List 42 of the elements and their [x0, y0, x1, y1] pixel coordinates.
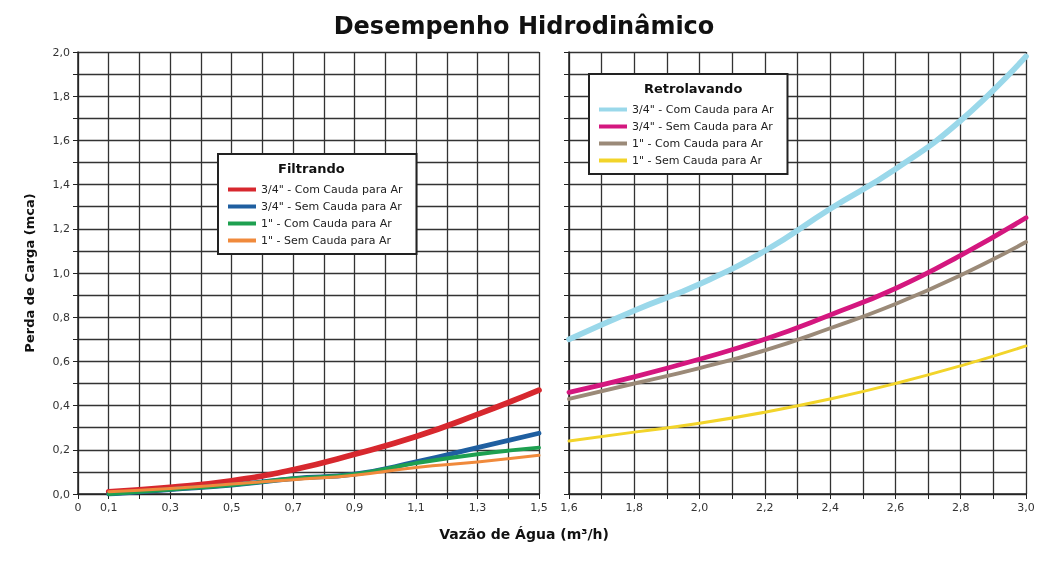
- x-tick-label: 2,8: [951, 501, 970, 514]
- x-tick-label: 0,7: [284, 501, 302, 514]
- y-tick-label: 1,8: [52, 89, 70, 103]
- x-tick-label: 0,9: [345, 501, 364, 514]
- y-tick-label: 1,4: [52, 178, 70, 192]
- legend-label: 3/4" - Com Cauda para Ar: [261, 183, 403, 196]
- legend-title: Retrolavando: [644, 81, 743, 96]
- x-tick-label: 2,4: [821, 501, 839, 514]
- x-axis-title: Vazão de Água (m³/h): [438, 526, 610, 542]
- x-tick-label: 1,6: [560, 501, 578, 514]
- line-series: [107, 453, 541, 494]
- legend-label: 3/4" - Com Cauda para Ar: [632, 103, 774, 116]
- legend-label: 3/4" - Sem Cauda para Ar: [632, 120, 774, 133]
- x-tick-label: 0: [74, 501, 82, 514]
- x-tick-label: 1,5: [530, 501, 548, 514]
- y-tick-label: 2,0: [52, 45, 70, 59]
- x-tick-label: 0,5: [222, 501, 241, 514]
- x-tick-label: 1,3: [468, 501, 487, 514]
- legend-label: 1" - Com Cauda para Ar: [261, 217, 393, 230]
- y-tick-label: 1,6: [52, 133, 70, 147]
- x-tick-label: 2,6: [886, 501, 905, 514]
- x-tick-label: 0,3: [161, 501, 179, 514]
- y-tick-label: 0,2: [52, 443, 70, 457]
- chart-title: Desempenho Hidrodinâmico: [332, 11, 716, 42]
- y-tick-label: 0,0: [52, 487, 70, 501]
- legend-label: 1" - Com Cauda para Ar: [632, 137, 764, 150]
- legend-title: Filtrando: [278, 161, 345, 176]
- y-tick-label: 0,6: [52, 354, 70, 368]
- x-tick-label: 2,0: [690, 501, 709, 514]
- y-tick-label: 1,0: [52, 266, 70, 280]
- x-tick-label: 2,2: [756, 501, 774, 514]
- y-axis-title: Perda de Carga (mca): [22, 193, 37, 353]
- x-tick-label: 1,1: [407, 501, 425, 514]
- x-tick-label: 0,1: [99, 501, 118, 514]
- y-tick-label: 1,2: [52, 222, 70, 236]
- x-tick-label: 1,8: [625, 501, 644, 514]
- y-tick-label: 0,8: [52, 310, 70, 324]
- y-tick-label: 0,4: [52, 399, 70, 413]
- x-tick-label: 3,0: [1017, 501, 1035, 514]
- legend-label: 3/4" - Sem Cauda para Ar: [261, 200, 403, 213]
- legend-label: 1" - Sem Cauda para Ar: [632, 154, 763, 167]
- legend-label: 1" - Sem Cauda para Ar: [261, 234, 392, 247]
